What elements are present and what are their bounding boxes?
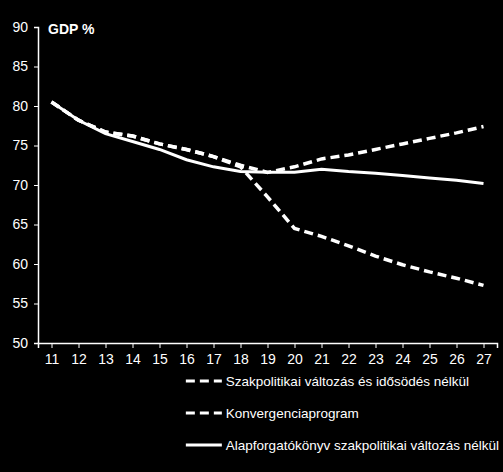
series-line [52, 102, 484, 183]
x-tick-mark [160, 343, 161, 348]
y-tick: 50 [12, 335, 38, 351]
series-line [52, 102, 484, 285]
y-tick-mark [34, 343, 38, 344]
y-tick-mark [34, 67, 38, 68]
y-tick: 85 [12, 58, 38, 74]
y-tick-label: 85 [12, 58, 28, 74]
y-tick-mark [34, 185, 38, 186]
x-tick-label: 11 [45, 351, 60, 367]
x-tick-label: 19 [260, 351, 276, 367]
x-tick-mark [403, 343, 404, 348]
y-tick-label: 75 [12, 137, 28, 153]
y-tick-label: 50 [12, 335, 28, 351]
y-tick-label: 70 [12, 177, 28, 193]
x-tick: 23 [368, 343, 384, 367]
legend-swatch [186, 380, 222, 383]
legend-label: Szakpolitikai változás és idősödés nélkü… [226, 374, 469, 389]
x-tick-label: 14 [125, 351, 141, 367]
x-tick-mark [79, 343, 80, 348]
y-tick-mark [34, 27, 38, 28]
x-tick: 26 [449, 343, 465, 367]
y-tick: 75 [12, 137, 38, 153]
x-tick-mark [295, 343, 296, 348]
y-axis: 50 55 60 65 70 75 80 85 90 [12, 19, 38, 351]
y-tick: 70 [12, 177, 38, 193]
x-tick-mark [457, 343, 458, 348]
x-tick-label: 23 [368, 351, 384, 367]
x-axis-line [39, 344, 498, 349]
plot: 50 55 60 65 70 75 80 85 90 11 12 13 14 15 16 17 18 19 20 21… [12, 19, 497, 367]
x-axis: 11 12 13 14 15 16 17 18 19 20 21 22 23 24 25 26 27 [39, 343, 498, 367]
background [0, 0, 503, 472]
y-tick: 90 [12, 19, 38, 35]
legend-item: Szakpolitikai változás és idősödés nélkü… [186, 374, 469, 389]
x-tick-mark [430, 343, 431, 348]
x-tick-label: 20 [287, 351, 303, 367]
x-tick: 25 [422, 343, 438, 367]
x-tick-label: 17 [206, 351, 222, 367]
x-tick: 12 [71, 343, 87, 367]
x-tick-label: 21 [314, 351, 330, 367]
x-tick-label: 24 [395, 351, 411, 367]
x-tick: 13 [98, 343, 114, 367]
x-tick-label: 25 [422, 351, 438, 367]
x-tick-mark [187, 343, 188, 348]
x-tick-label: 12 [71, 351, 87, 367]
x-tick-mark [484, 343, 485, 348]
x-tick-mark [349, 343, 350, 348]
x-tick-mark [133, 343, 134, 348]
x-tick: 17 [206, 343, 222, 367]
x-tick-label: 22 [341, 351, 357, 367]
x-tick-label: 26 [449, 351, 465, 367]
x-tick-label: 16 [179, 351, 195, 367]
x-tick-mark [52, 343, 53, 348]
y-tick-label: 55 [12, 295, 28, 311]
x-tick: 15 [152, 343, 168, 367]
x-tick-mark [241, 343, 242, 348]
y-axis-line [34, 28, 39, 344]
lines [52, 102, 484, 285]
x-tick: 27 [476, 343, 492, 367]
legend-swatch [186, 444, 222, 447]
x-tick-label: 27 [476, 351, 492, 367]
x-tick-mark [376, 343, 377, 348]
legend-label: Alapforgatókönyv szakpolitikai változás … [226, 438, 499, 453]
y-tick-mark [34, 106, 38, 107]
x-tick-label: 13 [98, 351, 114, 367]
y-tick-label: 80 [12, 98, 28, 114]
legend-item: Alapforgatókönyv szakpolitikai változás … [186, 438, 499, 453]
legend: Szakpolitikai változás és idősödés nélkü… [186, 374, 499, 453]
x-tick: 14 [125, 343, 141, 367]
legend-swatch [186, 412, 222, 415]
y-tick-mark [34, 146, 38, 147]
chart: 50 55 60 65 70 75 80 85 90 11 12 13 14 15 16 17 18 19 20 21… [0, 0, 503, 472]
y-tick: 55 [12, 295, 38, 311]
x-tick-mark [214, 343, 215, 348]
x-tick-mark [322, 343, 323, 348]
x-tick-mark [106, 343, 107, 348]
x-tick: 24 [395, 343, 411, 367]
x-tick: 16 [179, 343, 195, 367]
x-tick-label: 15 [152, 351, 168, 367]
y-tick-label: 65 [12, 216, 28, 232]
y-tick: 65 [12, 216, 38, 232]
y-tick-mark [34, 304, 38, 305]
x-tick: 11 [45, 343, 60, 367]
y-tick: 80 [12, 98, 38, 114]
legend-item: Konvergenciaprogram [186, 406, 359, 421]
x-tick: 18 [233, 343, 249, 367]
x-tick: 19 [260, 343, 276, 367]
y-tick-label: 60 [12, 256, 28, 272]
legend-label: Konvergenciaprogram [226, 406, 359, 421]
y-tick-mark [34, 225, 38, 226]
x-tick: 21 [314, 343, 330, 367]
y-axis-title: GDP % [48, 21, 95, 37]
x-tick: 22 [341, 343, 357, 367]
x-tick-label: 18 [233, 351, 249, 367]
x-tick: 20 [287, 343, 303, 367]
y-tick-mark [34, 264, 38, 265]
y-tick-label: 90 [12, 19, 28, 35]
y-tick: 60 [12, 256, 38, 272]
x-tick-mark [268, 343, 269, 348]
